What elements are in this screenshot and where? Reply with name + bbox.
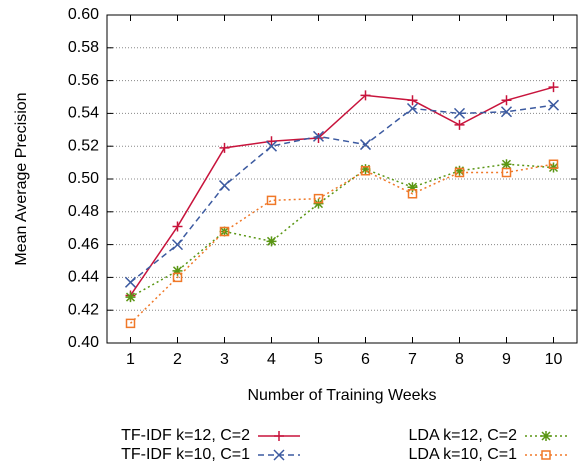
marker bbox=[501, 159, 512, 170]
legend-marker bbox=[541, 450, 551, 460]
marker bbox=[548, 159, 559, 169]
legend-label: TF-IDF k=12, C=2 bbox=[121, 427, 250, 444]
x-axis-label: Number of Training Weeks bbox=[247, 387, 436, 404]
plot-frame bbox=[106, 14, 578, 344]
marker bbox=[266, 195, 277, 206]
y-tick-label: 0.48 bbox=[68, 203, 99, 220]
marker bbox=[454, 165, 465, 176]
marker bbox=[171, 239, 184, 251]
x-tick-label: 10 bbox=[545, 351, 563, 368]
y-axis-label: Mean Average Precision bbox=[13, 92, 30, 265]
marker bbox=[125, 318, 136, 329]
legend-label: LDA k=10, C=1 bbox=[408, 446, 517, 463]
line bbox=[129, 86, 554, 296]
marker bbox=[266, 136, 277, 147]
marker bbox=[360, 90, 371, 101]
x-tick-label: 4 bbox=[267, 351, 276, 368]
marker bbox=[218, 180, 231, 192]
y-tick-label: 0.58 bbox=[68, 39, 99, 56]
marker bbox=[172, 221, 183, 232]
x-tick-label: 8 bbox=[455, 351, 464, 368]
y-tick-label: 0.46 bbox=[68, 236, 99, 253]
marker bbox=[360, 166, 371, 176]
marker bbox=[547, 99, 560, 111]
y-tick-label: 0.60 bbox=[68, 6, 99, 23]
x-tick-label: 6 bbox=[361, 351, 370, 368]
marker bbox=[500, 106, 513, 118]
marker bbox=[265, 140, 278, 152]
marker bbox=[124, 276, 137, 288]
y-tick-label: 0.56 bbox=[68, 72, 99, 89]
marker bbox=[172, 272, 183, 283]
legend-label: TF-IDF k=10, C=1 bbox=[121, 446, 250, 463]
x-tick-label: 7 bbox=[408, 351, 417, 368]
x-tick-label: 1 bbox=[126, 351, 135, 368]
legend-marker bbox=[274, 431, 284, 441]
marker bbox=[501, 167, 512, 178]
marker bbox=[360, 164, 371, 175]
marker bbox=[501, 95, 512, 106]
x-tick-label: 5 bbox=[314, 351, 323, 368]
marker bbox=[407, 189, 418, 199]
marker bbox=[548, 82, 559, 93]
marker bbox=[313, 133, 324, 143]
marker bbox=[407, 182, 418, 193]
marker bbox=[313, 198, 324, 209]
legend-marker bbox=[541, 431, 551, 441]
x-tick-label: 9 bbox=[502, 351, 511, 368]
y-tick-label: 0.42 bbox=[68, 301, 99, 318]
y-tick-label: 0.44 bbox=[68, 269, 99, 286]
marker bbox=[454, 119, 465, 130]
legend-marker bbox=[273, 449, 285, 461]
marker bbox=[407, 95, 418, 106]
y-tick-label: 0.54 bbox=[68, 105, 99, 122]
line bbox=[130, 104, 554, 283]
marker bbox=[359, 139, 372, 151]
line bbox=[130, 163, 554, 298]
x-tick-label: 2 bbox=[173, 351, 182, 368]
marker bbox=[125, 292, 136, 303]
marker bbox=[312, 130, 325, 142]
y-tick-label: 0.52 bbox=[68, 137, 99, 154]
line bbox=[129, 163, 554, 324]
x-tick-label: 3 bbox=[220, 351, 229, 368]
y-tick-label: 0.50 bbox=[68, 170, 99, 187]
y-tick-label: 0.40 bbox=[68, 334, 99, 351]
marker bbox=[454, 167, 465, 178]
marker bbox=[406, 102, 419, 115]
marker bbox=[219, 226, 230, 237]
marker bbox=[172, 265, 183, 276]
marker bbox=[219, 142, 230, 153]
marker bbox=[453, 107, 466, 119]
marker bbox=[266, 236, 277, 247]
marker bbox=[313, 193, 324, 204]
legend-label: LDA k=12, C=2 bbox=[408, 427, 517, 444]
